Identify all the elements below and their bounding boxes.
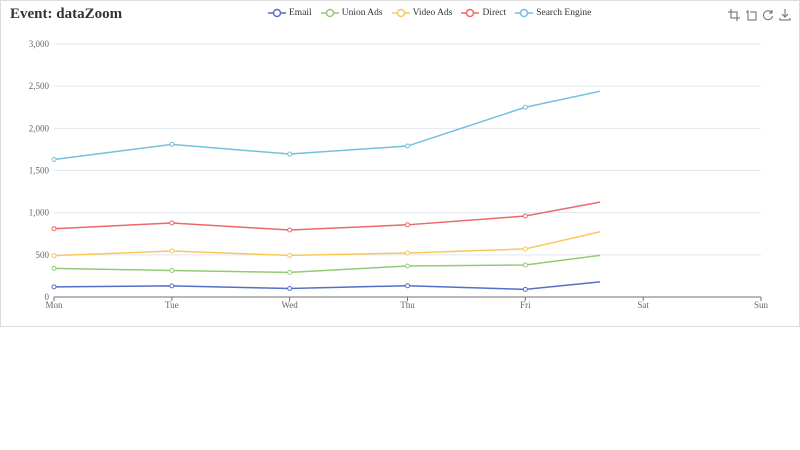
legend-label: Video Ads [412,8,453,18]
data-point-email[interactable] [522,286,528,292]
y-tick-label: 500 [36,250,50,260]
data-point-union-ads[interactable] [51,265,57,271]
toolbox [728,9,791,21]
data-point-video-ads[interactable] [522,246,528,252]
legend-marker-icon [391,8,410,18]
series-line-direct[interactable] [53,194,643,231]
legend-item-search-engine[interactable]: Search Engine [515,8,591,18]
x-tick-label: Tue [165,300,179,310]
data-point-email[interactable] [169,283,175,289]
y-tick-label: 2,500 [29,81,50,91]
legend-label: Union Ads [341,8,383,18]
line-chart[interactable]: 0 500 1,000 1,500 2,000 2,500 3,000 Mon Tue Wed Th… [0,0,800,330]
chart-title: Event: dataZoom [10,6,123,22]
data-point-search-engine[interactable] [522,104,528,110]
legend-item-direct[interactable]: Direct [461,8,506,18]
legend-label: Search Engine [536,8,592,18]
x-tick-label: Mon [45,300,63,310]
data-point-union-ads[interactable] [169,268,175,274]
legend-marker-icon [461,8,480,18]
legend-label: Direct [482,8,507,18]
zoom-reset-icon[interactable] [745,9,757,21]
data-point-direct[interactable] [51,226,57,232]
legend-item-union-ads[interactable]: Union Ads [320,8,383,18]
data-point-direct[interactable] [287,227,293,233]
data-point-direct[interactable] [405,222,410,228]
x-tick-label: Sat [637,300,649,310]
data-point-search-engine[interactable] [287,151,293,157]
x-tick-label: Sun [754,300,769,310]
restore-icon[interactable] [762,9,774,21]
data-point-email[interactable] [405,283,410,289]
y-tick-label: 2,000 [29,123,50,133]
series-line-email[interactable] [53,278,643,291]
legend-marker-icon [515,8,534,18]
series-line-union-ads[interactable] [53,250,643,274]
data-point-email[interactable] [287,285,293,291]
data-point-email[interactable] [51,284,57,290]
data-point-union-ads[interactable] [405,263,410,269]
data-point-video-ads[interactable] [287,252,293,258]
data-point-search-engine[interactable] [169,141,175,147]
x-tick-label: Thu [400,300,415,310]
data-point-union-ads[interactable] [287,269,293,275]
data-point-search-engine[interactable] [51,157,57,163]
data-point-video-ads[interactable] [169,248,175,254]
legend-item-email[interactable]: Email [268,8,312,18]
series-line-search-engine[interactable] [53,82,643,161]
y-tick-label: 0 [45,292,50,302]
data-point-direct[interactable] [169,220,175,226]
save-image-icon[interactable] [779,9,791,21]
legend-item-video-ads[interactable]: Video Ads [391,8,453,18]
series-line-video-ads[interactable] [53,222,643,257]
y-tick-label: 1,000 [29,208,50,218]
y-tick-label: 3,000 [29,39,50,49]
data-point-union-ads[interactable] [522,262,528,268]
x-tick-label: Wed [282,300,299,310]
legend-label: Email [289,8,312,18]
data-point-search-engine[interactable] [405,143,410,149]
x-tick-label: Fri [520,300,531,310]
legend: Email Union Ads Video Ads Direct Search Engi… [268,8,591,18]
y-tick-label: 1,500 [29,166,50,176]
legend-marker-icon [268,8,286,18]
data-point-video-ads[interactable] [51,253,57,259]
data-point-video-ads[interactable] [405,250,410,256]
zoom-icon[interactable] [728,9,740,21]
data-point-direct[interactable] [522,213,528,219]
legend-marker-icon [320,8,339,18]
